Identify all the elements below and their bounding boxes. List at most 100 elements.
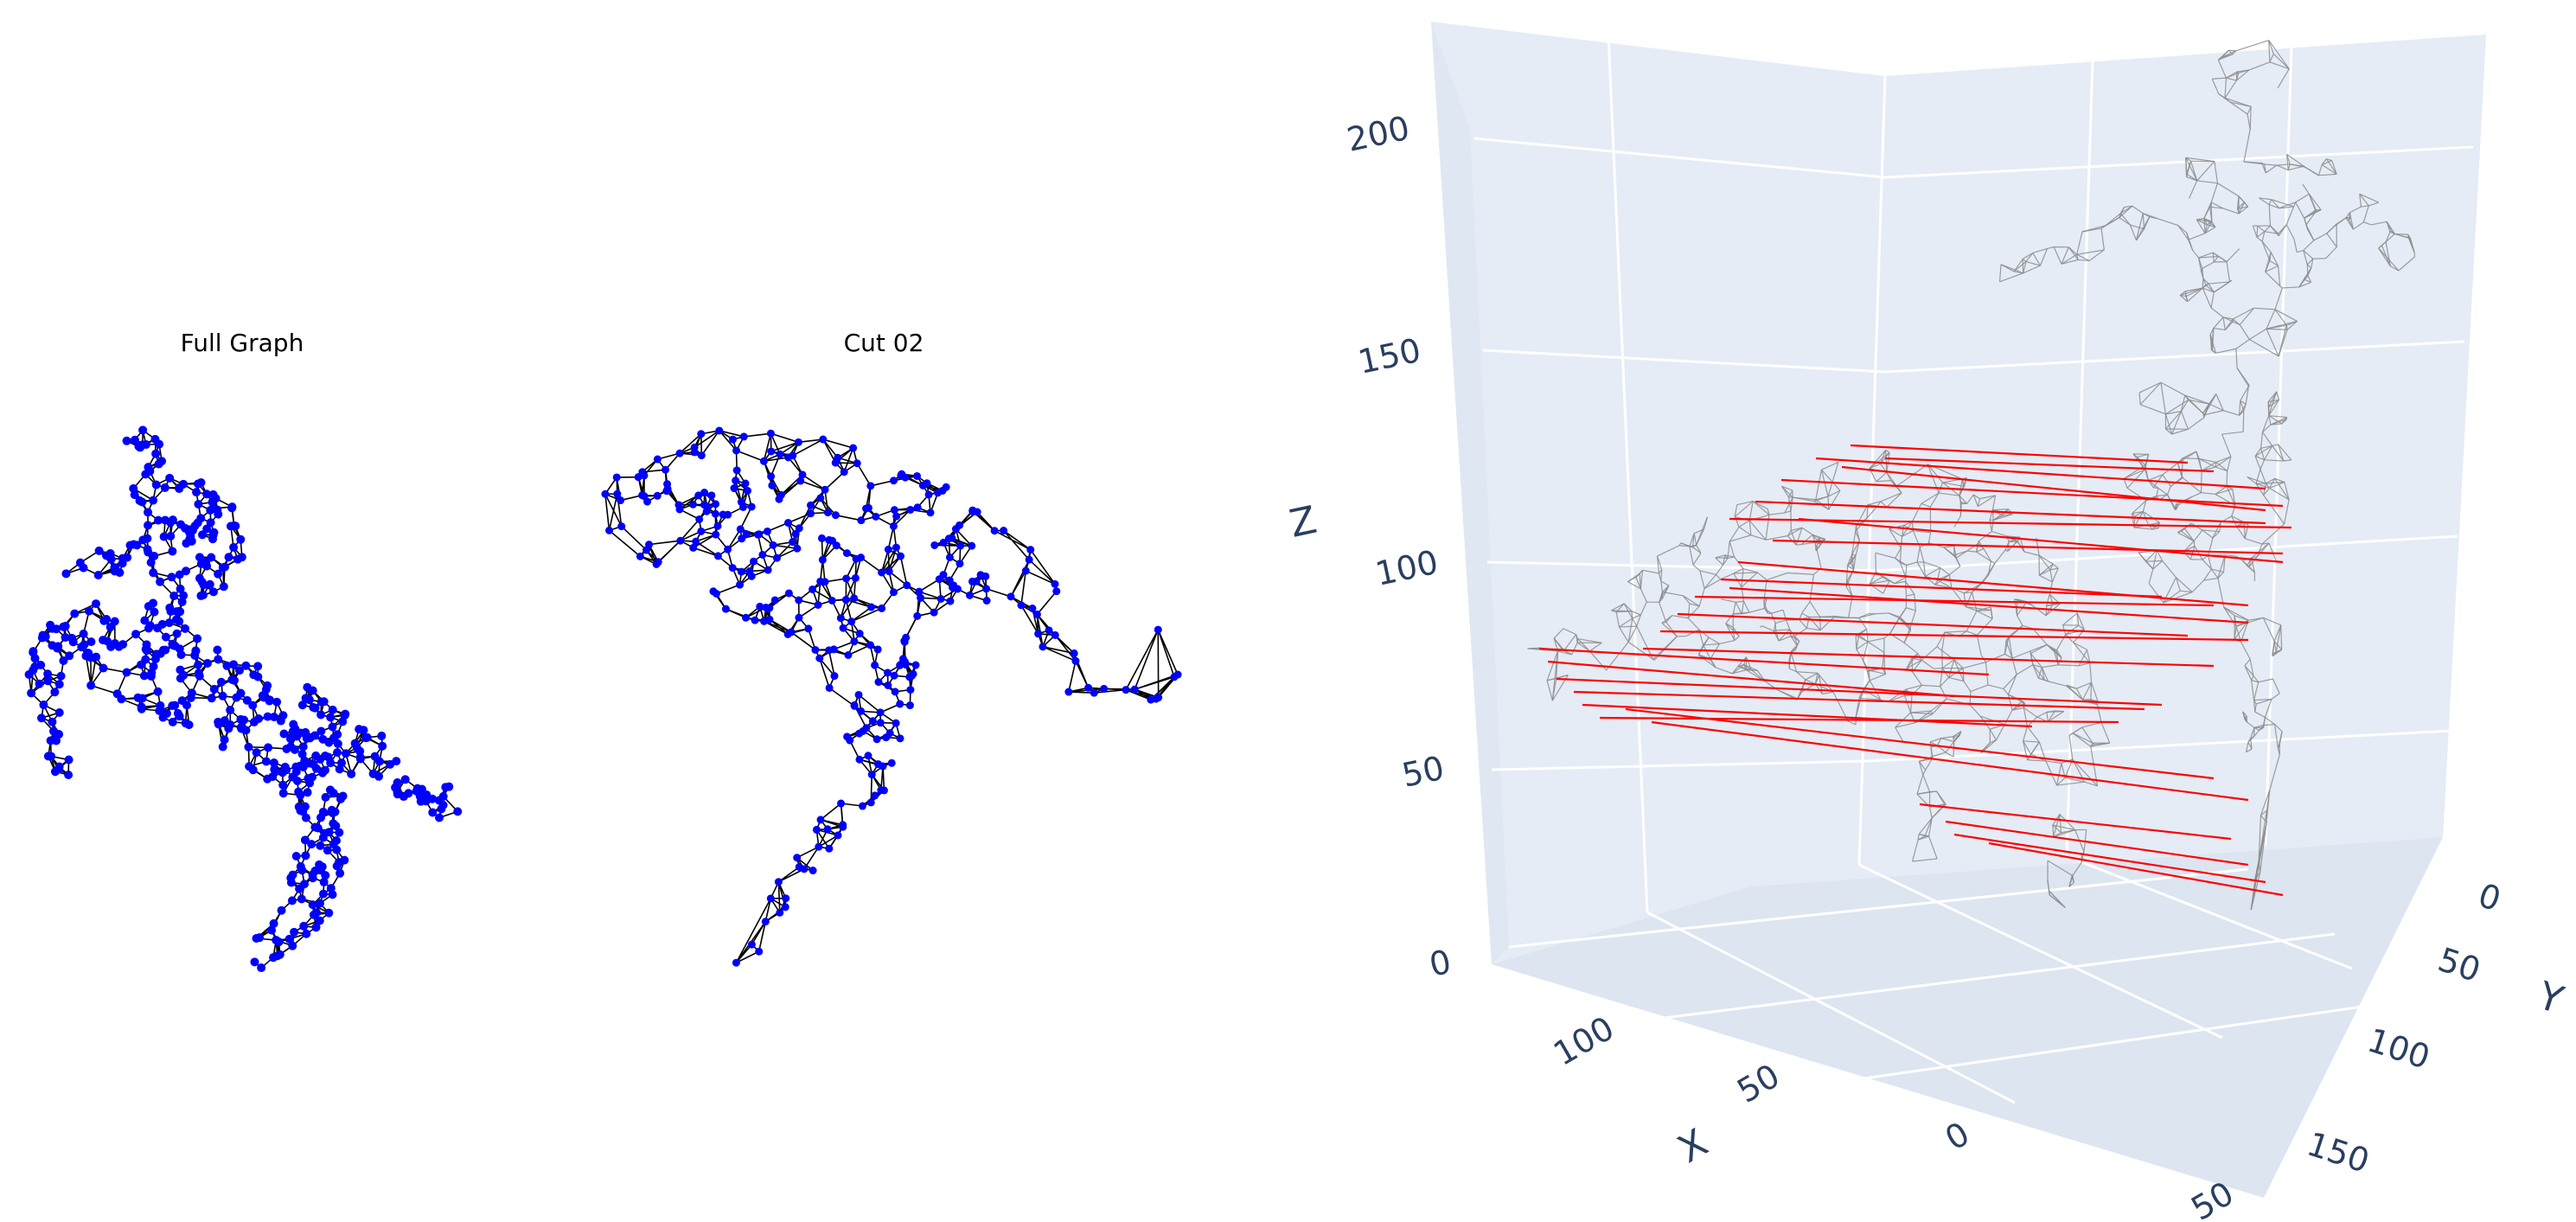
graph-node — [332, 748, 342, 758]
graph-node — [601, 489, 610, 498]
graph-node — [61, 569, 71, 579]
mesh-edge — [1960, 501, 1967, 504]
mesh-edge — [2031, 605, 2047, 617]
graph-node — [758, 550, 767, 559]
mesh-edge — [2278, 325, 2287, 357]
mesh-edge — [1858, 617, 1868, 630]
graph-node — [795, 862, 803, 871]
mesh-edge — [2261, 415, 2270, 432]
mesh-edge — [2046, 712, 2049, 722]
mesh-edge — [2068, 735, 2074, 760]
graph-node — [772, 553, 781, 562]
mesh-edge — [2263, 495, 2285, 525]
mesh-edge — [1895, 547, 1902, 559]
mesh-edge — [1929, 790, 1937, 793]
graph-node — [768, 481, 777, 489]
correspondence-line — [1599, 716, 2119, 724]
graph-node — [61, 633, 70, 643]
mesh-edge — [2265, 164, 2278, 174]
mesh-edge — [2065, 777, 2085, 783]
scene-3d[interactable]: 200 150 100 50 0 Z 100 50 0 50 X 0 50 10… — [1286, 22, 2568, 1222]
mesh-edge — [2264, 459, 2284, 462]
mesh-edge — [1940, 736, 1953, 739]
mesh-edge — [1801, 601, 1811, 614]
mesh-edge — [2022, 701, 2026, 704]
mesh-edge — [1805, 672, 1819, 681]
mesh-edge — [2279, 206, 2294, 209]
graph-node — [139, 671, 149, 681]
graph-node — [308, 870, 317, 880]
mesh-edge — [2270, 419, 2287, 425]
mesh-edge — [1940, 566, 1950, 576]
graph-node — [844, 650, 853, 659]
mesh-edge — [2259, 725, 2265, 731]
mesh-edge — [2123, 464, 2146, 480]
graph-node — [244, 742, 253, 752]
mesh-edge — [2226, 77, 2237, 81]
mesh-edge — [2277, 68, 2290, 89]
mesh-edge — [1876, 471, 1888, 483]
mesh-edge — [2052, 563, 2059, 569]
mesh-edge — [2265, 716, 2275, 726]
mesh-edge — [2247, 113, 2251, 130]
x-tick-label: 100 — [1547, 1009, 1620, 1073]
graph-node — [99, 663, 108, 673]
graph-node — [194, 499, 203, 509]
mesh-edge — [1921, 659, 1934, 669]
mesh-edge — [2224, 80, 2237, 99]
mesh-edge — [1855, 526, 1857, 532]
graph-node — [226, 521, 235, 531]
graph-node — [158, 713, 168, 722]
graph-node — [871, 791, 879, 800]
graph-node — [311, 923, 321, 932]
mesh-edge — [2234, 615, 2249, 621]
z-tick-label: 100 — [1372, 543, 1441, 593]
mesh-edge — [1734, 501, 1754, 517]
mesh-edge — [2237, 202, 2245, 209]
correspondence-line — [1547, 660, 1955, 698]
graph-node — [1028, 604, 1037, 612]
mesh-edge — [2274, 309, 2287, 326]
graph-node — [972, 577, 981, 585]
graph-node — [866, 798, 875, 807]
mesh-edge — [1885, 449, 1890, 453]
graph-node — [1084, 683, 1093, 692]
mesh-edge — [1925, 566, 1940, 577]
graph-node — [857, 553, 866, 562]
mesh-edge — [2062, 612, 2078, 626]
graph-node — [79, 563, 88, 573]
mesh-edge — [2185, 296, 2189, 302]
graph-edge — [1094, 688, 1127, 694]
mesh-edge — [2226, 248, 2240, 263]
mesh-edge — [1855, 504, 1869, 527]
mesh-edge — [1710, 658, 1716, 669]
mesh-edge — [2072, 758, 2099, 787]
graph-node — [825, 646, 834, 655]
graph-node — [257, 963, 266, 973]
mesh-edge — [1661, 623, 1678, 637]
graph-node — [850, 701, 859, 710]
mesh-edge — [2227, 456, 2232, 471]
mesh-edge — [2039, 574, 2053, 583]
graph-node — [205, 579, 214, 589]
correspondence-line — [1573, 690, 2145, 711]
graph-node — [825, 683, 834, 692]
graph-node — [149, 568, 158, 578]
mesh-edge — [1987, 684, 2004, 690]
mesh-edge — [1962, 668, 1965, 681]
graph-node — [175, 617, 184, 626]
correspondence-line — [1919, 803, 2232, 841]
graph-node — [795, 613, 803, 622]
graph-node — [309, 759, 318, 769]
mesh-edge — [2248, 566, 2255, 573]
mesh-edge — [2262, 717, 2266, 726]
graph-node — [323, 846, 332, 855]
mesh-edge — [1627, 576, 1637, 583]
mesh-edge — [2260, 469, 2266, 484]
mesh-edge — [2157, 218, 2178, 227]
mesh-edge — [1801, 683, 1816, 693]
mesh-edge — [2349, 206, 2362, 214]
mesh-edge — [2303, 250, 2314, 259]
graph-node — [311, 751, 321, 760]
mesh-edge — [2269, 481, 2285, 489]
